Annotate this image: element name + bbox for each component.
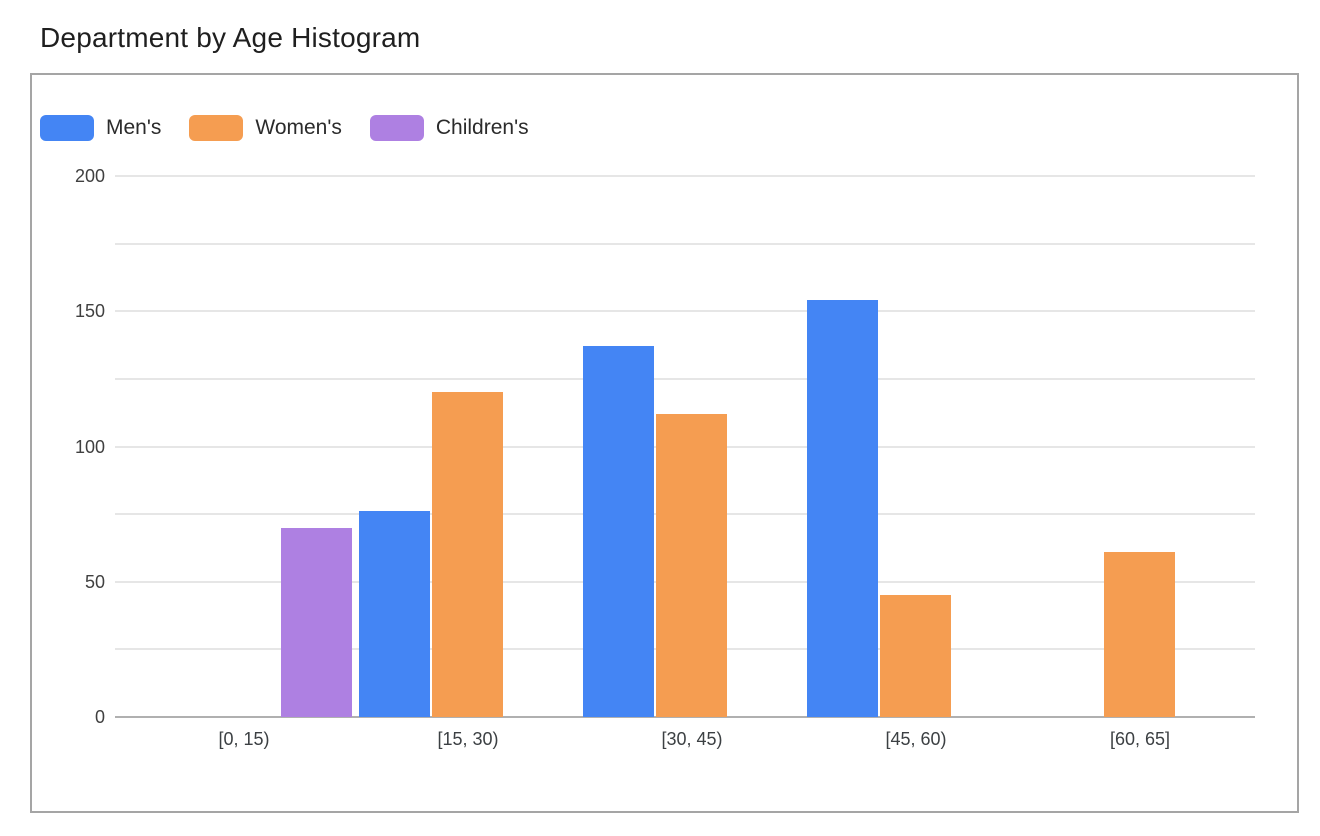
gridline	[115, 377, 1255, 380]
legend-item-childrens[interactable]: Children's	[369, 115, 529, 141]
legend-swatch	[189, 115, 244, 141]
bar-mens-1[interactable]	[358, 511, 430, 717]
legend-swatch	[369, 115, 424, 141]
bar-childrens-0[interactable]	[280, 527, 352, 717]
gridline	[115, 242, 1255, 245]
legend-item-mens[interactable]: Men's	[40, 115, 161, 141]
x-tick-label: [15, 30)	[437, 729, 499, 749]
legend-label: Children's	[435, 116, 529, 139]
x-tick-label: [0, 15)	[218, 729, 270, 749]
gridline	[115, 175, 1255, 177]
chart-title: Department by Age Histogram	[40, 22, 421, 53]
bar-womens-3[interactable]	[879, 595, 951, 717]
y-tick-label: 100	[74, 436, 105, 457]
bar-womens-4[interactable]	[1103, 551, 1175, 717]
legend-item-womens[interactable]: Women's	[189, 115, 342, 141]
bar-mens-2[interactable]	[582, 346, 654, 717]
x-axis-baseline	[115, 716, 1255, 718]
x-tick-label: [60, 65]	[1109, 729, 1171, 749]
legend-label: Men's	[106, 116, 162, 139]
chart-frame: Men's Women's Children's 0 50 100 150 200 [0, 1…	[30, 73, 1299, 813]
y-tick-label: 50	[84, 571, 105, 592]
bar-womens-1[interactable]	[431, 392, 503, 717]
y-tick-label: 150	[74, 301, 105, 322]
x-tick-label: [30, 45)	[661, 729, 723, 749]
y-tick-label: 0	[94, 707, 105, 727]
bar-womens-2[interactable]	[655, 414, 727, 717]
legend: Men's Women's Children's	[40, 115, 529, 141]
bar-mens-3[interactable]	[806, 300, 878, 717]
legend-swatch	[40, 115, 94, 141]
legend-label: Women's	[255, 116, 342, 139]
x-tick-label: [45, 60)	[885, 729, 947, 749]
y-tick-label: 200	[74, 166, 105, 186]
gridline	[115, 310, 1255, 313]
